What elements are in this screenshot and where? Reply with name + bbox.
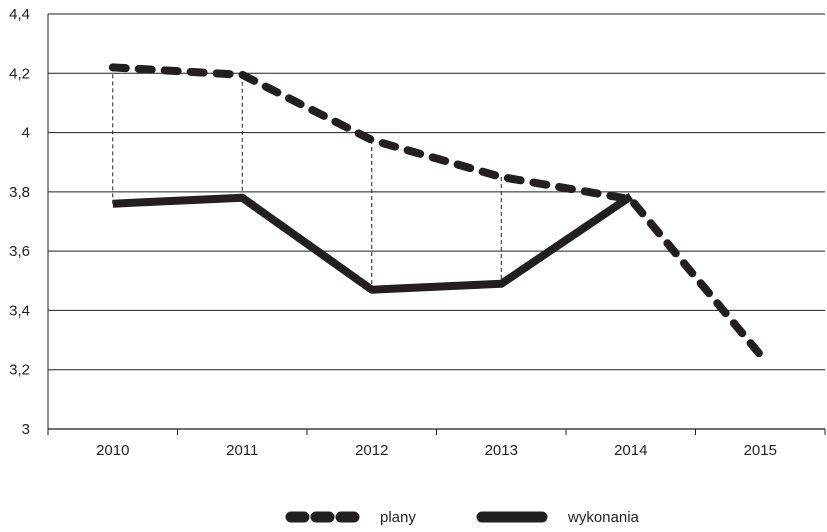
y-tick-label: 3,8: [9, 184, 30, 201]
y-tick-label: 3,2: [9, 362, 30, 379]
y-tick-label: 3: [22, 421, 30, 438]
y-tick-label: 4,2: [9, 65, 30, 82]
x-tick-label: 2013: [485, 442, 518, 459]
x-tick-label: 2015: [744, 442, 777, 459]
y-axis-tick-labels: 3 3,2 3,4 3,6 3,8 4 4,2 4,4: [9, 6, 30, 438]
y-tick-label: 3,6: [9, 243, 30, 260]
x-tick-label: 2010: [96, 442, 129, 459]
y-tick-label: 4: [22, 125, 30, 142]
series-line-plany: [108, 63, 765, 359]
series-lines: [108, 63, 765, 359]
axes: [47, 14, 826, 435]
grid-lines: [48, 13, 825, 430]
y-tick-label: 3,4: [9, 302, 30, 319]
x-tick-label: 2012: [355, 442, 388, 459]
x-tick-label: 2014: [614, 442, 647, 459]
legend-label-plany: plany: [380, 509, 416, 526]
x-tick-label: 2011: [226, 442, 258, 459]
y-tick-label: 4,4: [9, 6, 30, 23]
legend: plany wykonania: [285, 509, 640, 526]
series-line-wykonania: [112, 192, 634, 294]
drop-lines: [112, 67, 502, 290]
x-axis-tick-labels: 2010 2011 2012 2013 2014 2015: [96, 442, 777, 459]
legend-label-wykonania: wykonania: [567, 509, 640, 526]
